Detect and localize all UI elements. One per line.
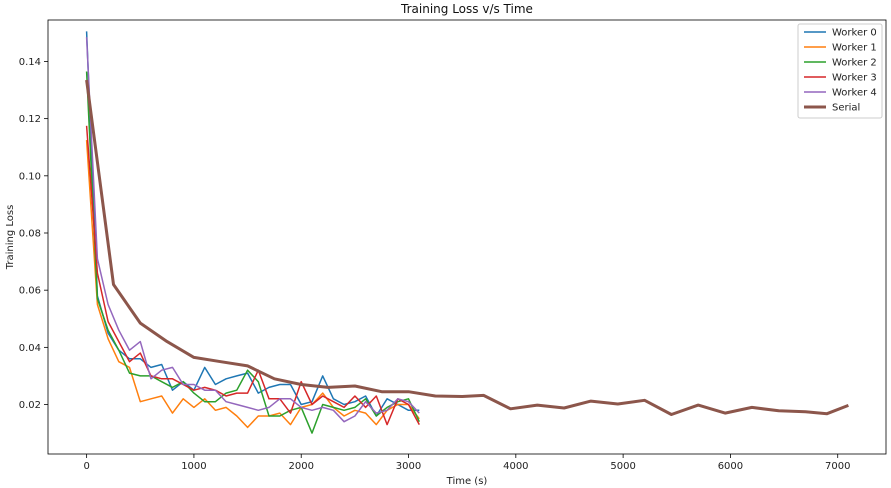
legend-label-worker-3: Worker 3 bbox=[832, 73, 877, 84]
x-tick-label: 2000 bbox=[288, 461, 313, 472]
x-axis-label: Time (s) bbox=[446, 476, 488, 487]
legend-label-serial: Serial bbox=[832, 103, 860, 114]
series-line-worker-1 bbox=[85, 140, 420, 429]
x-axis: 0 1000 2000 3000 4000 5000 6000 7000 bbox=[83, 454, 850, 472]
x-tick-label: 5000 bbox=[610, 461, 635, 472]
x-tick-label: 1000 bbox=[181, 461, 206, 472]
legend-label-worker-0: Worker 0 bbox=[832, 28, 877, 39]
y-axis: 0.02 0.04 0.06 0.08 0.10 0.12 0.14 bbox=[19, 57, 48, 411]
y-tick-label: 0.02 bbox=[19, 400, 41, 411]
y-tick-label: 0.04 bbox=[19, 343, 41, 354]
chart-title: Training Loss v/s Time bbox=[400, 2, 533, 16]
y-tick-label: 0.10 bbox=[19, 171, 41, 182]
series-line-serial bbox=[85, 79, 849, 416]
x-tick-label: 6000 bbox=[718, 461, 743, 472]
legend-label-worker-1: Worker 1 bbox=[832, 43, 877, 54]
legend: Worker 0 Worker 1 Worker 2 Worker 3 Worker 4… bbox=[797, 23, 883, 119]
series-line-worker-4 bbox=[85, 37, 420, 423]
y-tick-label: 0.08 bbox=[19, 228, 41, 239]
series-lines bbox=[85, 31, 849, 434]
series-line-worker-2 bbox=[85, 71, 420, 434]
y-axis-label: Training Loss bbox=[5, 205, 16, 271]
y-tick-label: 0.14 bbox=[19, 57, 41, 68]
x-tick-label: 4000 bbox=[503, 461, 528, 472]
y-tick-label: 0.06 bbox=[19, 286, 41, 297]
x-tick-label: 0 bbox=[83, 461, 89, 472]
x-tick-label: 7000 bbox=[825, 461, 850, 472]
y-tick-label: 0.12 bbox=[19, 114, 41, 125]
legend-label-worker-2: Worker 2 bbox=[832, 58, 877, 69]
series-line-worker-3 bbox=[85, 125, 420, 426]
plot-frame bbox=[47, 19, 887, 455]
legend-label-worker-4: Worker 4 bbox=[832, 88, 877, 99]
x-tick-label: 3000 bbox=[396, 461, 421, 472]
